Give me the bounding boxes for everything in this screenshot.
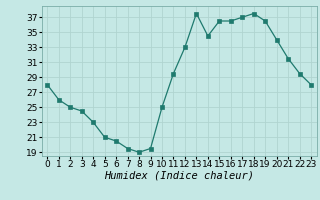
X-axis label: Humidex (Indice chaleur): Humidex (Indice chaleur) — [104, 171, 254, 181]
